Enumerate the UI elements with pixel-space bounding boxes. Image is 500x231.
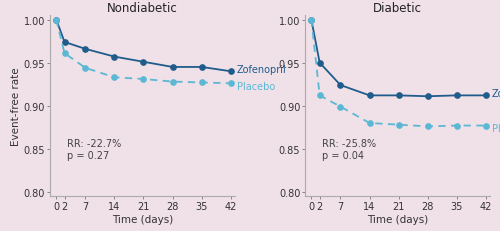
Text: Zofenopril: Zofenopril	[237, 64, 286, 74]
X-axis label: Time (days): Time (days)	[112, 214, 173, 224]
Text: Placebo: Placebo	[492, 124, 500, 134]
Title: Diabetic: Diabetic	[373, 2, 422, 15]
Text: RR: -25.8%: RR: -25.8%	[322, 138, 376, 148]
X-axis label: Time (days): Time (days)	[367, 214, 428, 224]
Y-axis label: Event-free rate: Event-free rate	[11, 67, 21, 145]
Title: Nondiabetic: Nondiabetic	[107, 2, 178, 15]
Text: Zofenopril: Zofenopril	[492, 88, 500, 98]
Text: p = 0.04: p = 0.04	[322, 150, 364, 160]
Text: RR: -22.7%: RR: -22.7%	[66, 138, 121, 148]
Text: Placebo: Placebo	[237, 82, 275, 91]
Text: p = 0.27: p = 0.27	[66, 150, 109, 160]
